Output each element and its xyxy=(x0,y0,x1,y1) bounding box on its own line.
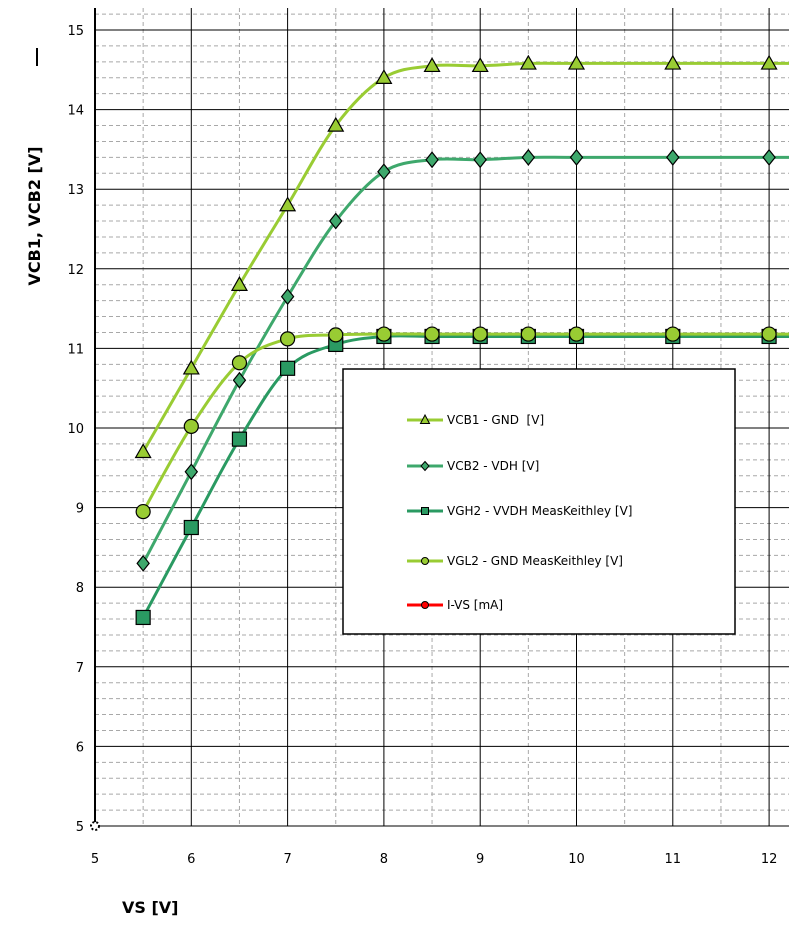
data-point xyxy=(567,54,586,70)
legend-marker xyxy=(419,413,431,424)
series-2 xyxy=(136,148,789,572)
legend-label: VCB1 - GND [V] xyxy=(447,413,544,427)
data-point xyxy=(231,355,248,371)
y-tick-label: 11 xyxy=(67,342,84,357)
x-axis-title: VS [V] xyxy=(122,898,178,917)
legend-marker xyxy=(421,557,429,565)
legend-label: VGH2 - VVDH MeasKeithley [V] xyxy=(447,504,632,518)
x-tick-label: 10 xyxy=(568,852,585,867)
y-tick-label: 7 xyxy=(76,661,84,676)
x-tick-label: 8 xyxy=(380,852,388,867)
data-point xyxy=(184,463,199,481)
x-tick-label: 11 xyxy=(665,852,682,867)
x-tick-label: 9 xyxy=(476,852,484,867)
y-tick-label: 12 xyxy=(67,263,84,278)
data-point xyxy=(760,54,778,70)
y-tick-label: 14 xyxy=(67,104,84,119)
legend-item: VGH2 - VVDH MeasKeithley [V] xyxy=(407,504,632,518)
series-1 xyxy=(134,54,789,459)
data-point xyxy=(136,554,150,572)
data-point xyxy=(280,288,295,306)
data-point xyxy=(183,519,199,536)
legend-item: VCB2 - VDH [V] xyxy=(407,459,539,473)
data-point xyxy=(761,326,777,342)
data-point xyxy=(327,116,345,132)
data-point xyxy=(182,359,200,375)
series-line xyxy=(141,61,789,453)
data-point xyxy=(375,69,393,84)
data-point xyxy=(183,418,199,435)
y-tick-label: 6 xyxy=(76,740,84,755)
data-point xyxy=(328,327,344,343)
series-4 xyxy=(135,326,789,520)
data-point xyxy=(423,57,441,73)
data-point xyxy=(328,212,343,230)
x-tick-label: 7 xyxy=(283,852,291,867)
tick-labels: 5 6 7 8 9 10 11 12 5 6 7 8 9 10 11 12 13 14 15 xyxy=(67,24,777,867)
data-point xyxy=(519,54,537,70)
data-point xyxy=(664,54,682,70)
data-point xyxy=(472,326,488,342)
data-point xyxy=(377,163,391,181)
series-line xyxy=(141,334,789,619)
y-tick-label: 13 xyxy=(67,183,84,198)
legend-item: VGL2 - GND MeasKeithley [V] xyxy=(407,554,623,568)
data-point xyxy=(135,503,151,520)
data-point xyxy=(520,326,536,342)
y-tick-label: 5 xyxy=(76,820,84,835)
axes xyxy=(36,8,96,826)
data-point xyxy=(666,148,680,166)
x-tick-label: 5 xyxy=(91,852,99,867)
data-point xyxy=(279,196,297,212)
legend-item: VCB1 - GND [V] xyxy=(407,413,544,427)
x-tick-label: 6 xyxy=(187,852,195,867)
x-tick-label: 12 xyxy=(761,852,778,867)
data-point xyxy=(665,326,681,342)
data-point xyxy=(134,443,152,459)
legend-label: VGL2 - GND MeasKeithley [V] xyxy=(447,554,623,568)
origin-marker xyxy=(90,821,100,831)
legend-box xyxy=(342,368,736,635)
legend-marker xyxy=(421,507,429,515)
data-point xyxy=(762,148,776,166)
legend-marker xyxy=(420,460,430,472)
legend-item: I-VS [mA] xyxy=(407,598,503,612)
y-tick-label: 8 xyxy=(76,581,84,596)
data-point xyxy=(569,148,584,166)
legend-marker xyxy=(421,601,429,609)
legend-label: I-VS [mA] xyxy=(447,598,503,612)
data-point xyxy=(424,326,440,342)
data-point xyxy=(230,276,248,291)
series-layer xyxy=(134,54,789,626)
legend-label: VCB2 - VDH [V] xyxy=(447,459,539,473)
y-tick-label: 9 xyxy=(76,502,84,517)
data-point xyxy=(521,148,536,166)
y-tick-label: 15 xyxy=(67,24,84,39)
data-point xyxy=(280,331,296,347)
data-point xyxy=(568,326,585,342)
data-point xyxy=(231,431,248,447)
data-point xyxy=(280,360,296,376)
data-point xyxy=(376,326,392,342)
series-line xyxy=(141,332,789,513)
data-point xyxy=(135,609,151,626)
data-point xyxy=(473,151,487,169)
data-point xyxy=(232,371,247,389)
data-point xyxy=(471,57,489,73)
legend: VCB1 - GND [V] VCB2 - VDH [V] VGH2 - VVDH … xyxy=(342,368,736,635)
y-tick-label: 10 xyxy=(67,422,84,437)
data-point xyxy=(425,151,439,169)
y-axis-title: VCB1, VCB2 [V] xyxy=(25,146,44,285)
series-line xyxy=(141,155,789,565)
